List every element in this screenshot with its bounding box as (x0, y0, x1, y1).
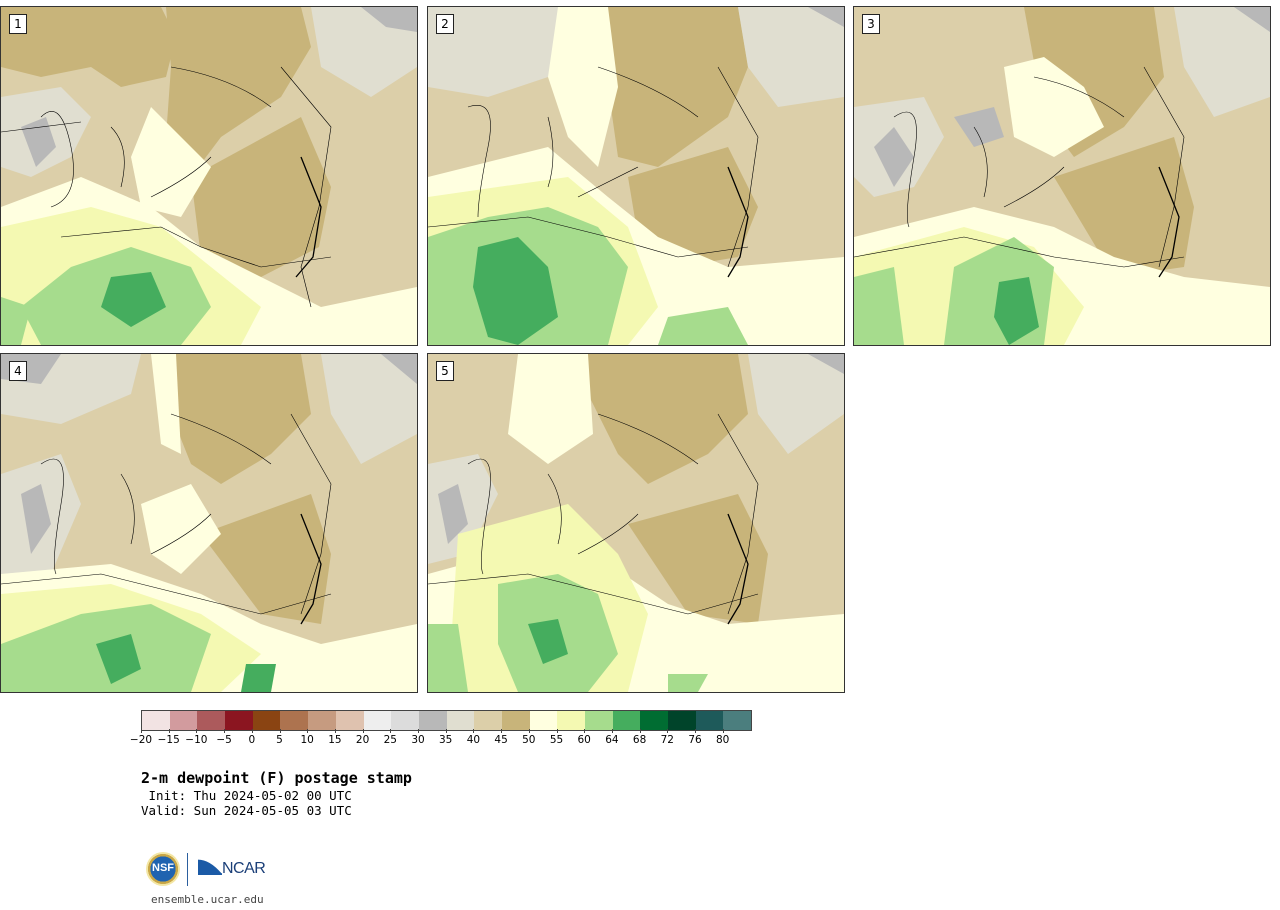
colorbar-tick-label: 72 (660, 734, 674, 746)
sponsor-logos: NSF NCAR (146, 852, 286, 888)
colorbar-tick-mark (251, 729, 253, 733)
colorbar-tick-label: 76 (688, 734, 702, 746)
dewpoint-map (1, 7, 417, 345)
colorbar-tick-mark (473, 729, 475, 733)
colorbar-swatch (335, 711, 364, 730)
member-label: 1 (9, 14, 27, 34)
colorbar-swatch (695, 711, 724, 730)
colorbar-tick-label: −10 (185, 734, 208, 746)
colorbar-swatch (280, 711, 309, 730)
colorbar-tick-mark (556, 729, 558, 733)
map-panel-3: 3 (853, 6, 1271, 346)
dewpoint-map (428, 7, 844, 345)
dewpoint-map (854, 7, 1270, 345)
nsf-logo: NSF (146, 852, 180, 886)
colorbar-tick-labels: −20 −15 −10 −5 0 5 10 15 20 25 30 35 40 45 50 55 60 64 68 7… (130, 729, 761, 748)
member-label: 3 (862, 14, 880, 34)
colorbar-tick-mark (667, 729, 669, 733)
colorbar-swatch (363, 711, 392, 730)
colorbar-tick-mark (224, 729, 226, 733)
member-label: 2 (436, 14, 454, 34)
colorbar-tick-mark (695, 729, 696, 733)
ncar-logo-icon (198, 858, 222, 875)
colorbar-tick-label: 45 (494, 734, 508, 746)
colorbar-tick-mark (418, 729, 419, 733)
colorbar-tick-mark (501, 729, 503, 733)
map-panel-5: 5 (427, 353, 845, 693)
colorbar-tick-label: 10 (300, 734, 314, 746)
colorbar-tick-mark (334, 729, 336, 733)
colorbar-tick-label: 30 (411, 734, 425, 746)
colorbar-tick-mark (362, 729, 364, 733)
dewpoint-map (428, 354, 844, 692)
site-url: ensemble.ucar.edu (151, 893, 264, 906)
colorbar-swatch (668, 711, 696, 730)
colorbar-tick-mark (611, 729, 613, 733)
colorbar-tick-mark (584, 729, 586, 733)
colorbar-tick-label: 5 (276, 734, 283, 746)
colorbar-tick-label: 40 (466, 734, 481, 746)
colorbar-tick-mark (196, 729, 198, 733)
colorbar-tick-label: −5 (216, 734, 232, 746)
colorbar-swatch (585, 711, 613, 730)
colorbar-tick-label: −15 (157, 734, 180, 746)
chart-title: 2-m dewpoint (F) postage stamp (141, 769, 412, 787)
init-time: Init: Thu 2024-05-02 00 UTC (141, 788, 352, 803)
colorbar-swatch (197, 711, 226, 730)
colorbar-tick-label: 25 (383, 734, 397, 746)
colorbar-tick-mark (528, 729, 530, 733)
colorbar-tick-mark (639, 729, 641, 733)
colorbar-tick-label: −20 (129, 734, 153, 746)
colorbar-swatch (446, 711, 475, 730)
colorbar-swatch (640, 711, 669, 730)
colorbar-swatch (169, 711, 198, 730)
colorbar-tick-label: 68 (632, 734, 647, 746)
colorbar-swatch (418, 711, 447, 730)
colorbar-tick-label: 20 (355, 734, 370, 746)
colorbar-tick-mark (722, 729, 724, 733)
colorbar-tick-label: 35 (439, 734, 453, 746)
map-panel-1: 1 (0, 6, 418, 346)
colorbar-tick-mark (141, 729, 142, 733)
colorbar-swatch (308, 711, 336, 730)
colorbar-tick-label: 15 (328, 734, 342, 746)
dewpoint-map (1, 354, 417, 692)
colorbar-tick-mark (390, 729, 392, 733)
colorbar-tick-label: 55 (549, 734, 564, 746)
colorbar-swatch (252, 711, 281, 730)
colorbar-tick-mark (445, 729, 447, 733)
colorbar-tick-label: 64 (605, 734, 619, 746)
colorbar-swatch (529, 711, 558, 730)
colorbar-swatch (391, 711, 419, 730)
colorbar-swatch (723, 711, 752, 730)
map-panel-2: 2 (427, 6, 845, 346)
dewpoint-colorbar (141, 710, 753, 731)
colorbar-swatch (501, 711, 530, 730)
colorbar-tick-label: 0 (248, 734, 256, 746)
colorbar-swatch (225, 711, 253, 730)
colorbar-tick-mark (168, 729, 170, 733)
colorbar-swatch (474, 711, 502, 730)
colorbar-swatch (612, 711, 641, 730)
colorbar-swatch (557, 711, 585, 730)
nsf-logo-text: NSF (152, 862, 174, 874)
member-label: 5 (436, 361, 454, 381)
member-label: 4 (9, 361, 27, 381)
ncar-logo-text: NCAR (222, 860, 266, 877)
colorbar-tick-label: 80 (716, 734, 730, 746)
map-panel-4: 4 (0, 353, 418, 693)
colorbar-tick-label: 60 (577, 734, 591, 746)
colorbar-tick-mark (279, 729, 281, 733)
colorbar-tick-mark (307, 729, 309, 733)
logo-divider (187, 853, 188, 886)
valid-time: Valid: Sun 2024-05-05 03 UTC (141, 803, 352, 818)
colorbar-tick-label: 50 (522, 734, 536, 746)
colorbar-swatch (142, 711, 170, 730)
